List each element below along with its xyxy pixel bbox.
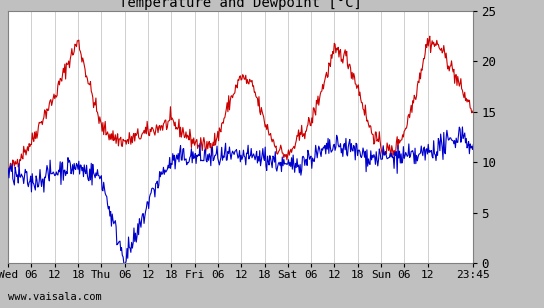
Text: www.vaisala.com: www.vaisala.com <box>8 292 102 302</box>
Title: Temperature and Dewpoint [°C]: Temperature and Dewpoint [°C] <box>119 0 362 10</box>
